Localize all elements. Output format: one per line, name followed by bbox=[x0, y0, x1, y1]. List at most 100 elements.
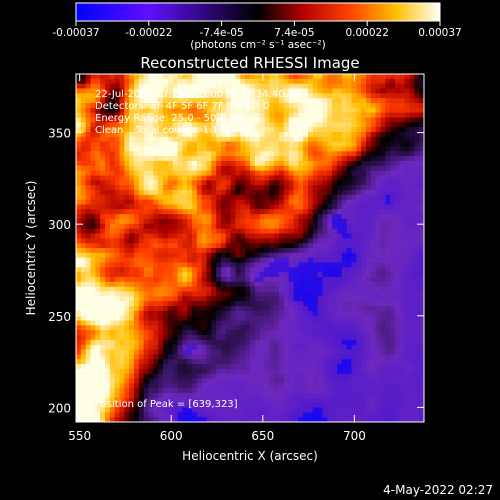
heatmap-pixel bbox=[148, 156, 154, 162]
heatmap-pixel bbox=[375, 190, 381, 196]
heatmap-pixel bbox=[390, 185, 396, 191]
heatmap-pixel bbox=[312, 209, 318, 215]
heatmap-pixel bbox=[235, 156, 241, 162]
heatmap-pixel bbox=[341, 281, 347, 287]
heatmap-pixel bbox=[341, 127, 347, 133]
heatmap-pixel bbox=[404, 257, 410, 263]
heatmap-pixel bbox=[351, 112, 357, 118]
heatmap-pixel bbox=[298, 277, 304, 283]
heatmap-pixel bbox=[327, 214, 333, 220]
heatmap-pixel bbox=[148, 107, 154, 113]
heatmap-pixel bbox=[399, 248, 405, 254]
heatmap-pixel bbox=[346, 339, 352, 345]
heatmap-pixel bbox=[134, 175, 140, 181]
heatmap-pixel bbox=[254, 132, 260, 138]
heatmap-pixel bbox=[225, 301, 231, 307]
heatmap-pixel bbox=[105, 112, 111, 118]
heatmap-pixel bbox=[167, 219, 173, 225]
heatmap-pixel bbox=[124, 378, 130, 384]
heatmap-pixel bbox=[153, 320, 159, 326]
heatmap-pixel bbox=[158, 185, 164, 191]
heatmap-pixel bbox=[250, 219, 256, 225]
heatmap-pixel bbox=[85, 373, 91, 379]
heatmap-pixel bbox=[177, 122, 183, 128]
heatmap-pixel bbox=[312, 397, 318, 403]
heatmap-pixel bbox=[264, 156, 270, 162]
heatmap-pixel bbox=[182, 368, 188, 374]
heatmap-pixel bbox=[230, 228, 236, 234]
heatmap-pixel bbox=[327, 296, 333, 302]
heatmap-pixel bbox=[288, 277, 294, 283]
heatmap-pixel bbox=[317, 204, 323, 210]
heatmap-pixel bbox=[76, 257, 82, 263]
heatmap-pixel bbox=[240, 228, 246, 234]
heatmap-pixel bbox=[225, 262, 231, 268]
heatmap-pixel bbox=[337, 88, 343, 94]
heatmap-pixel bbox=[225, 378, 231, 384]
heatmap-pixel bbox=[250, 233, 256, 239]
heatmap-pixel bbox=[385, 223, 391, 229]
heatmap-pixel bbox=[148, 359, 154, 365]
heatmap-pixel bbox=[250, 388, 256, 394]
heatmap-pixel bbox=[143, 335, 149, 341]
heatmap-pixel bbox=[134, 373, 140, 379]
heatmap-pixel bbox=[322, 146, 328, 152]
heatmap-pixel bbox=[390, 141, 396, 147]
heatmap-pixel bbox=[148, 243, 154, 249]
heatmap-pixel bbox=[366, 262, 372, 268]
heatmap-pixel bbox=[225, 175, 231, 181]
heatmap-pixel bbox=[404, 136, 410, 142]
heatmap-pixel bbox=[356, 383, 362, 389]
heatmap-pixel bbox=[274, 194, 280, 200]
heatmap-pixel bbox=[380, 185, 386, 191]
heatmap-pixel bbox=[274, 359, 280, 365]
heatmap-pixel bbox=[361, 88, 367, 94]
heatmap-pixel bbox=[346, 78, 352, 84]
heatmap-pixel bbox=[100, 107, 106, 113]
heatmap-pixel bbox=[80, 214, 86, 220]
heatmap-pixel bbox=[341, 141, 347, 147]
heatmap-pixel bbox=[419, 339, 424, 345]
heatmap-pixel bbox=[240, 364, 246, 370]
heatmap-pixel bbox=[196, 281, 202, 287]
heatmap-pixel bbox=[211, 204, 217, 210]
heatmap-pixel bbox=[385, 383, 391, 389]
heatmap-pixel bbox=[366, 233, 372, 239]
heatmap-pixel bbox=[419, 175, 424, 181]
heatmap-pixel bbox=[138, 257, 144, 263]
heatmap-pixel bbox=[346, 277, 352, 283]
heatmap-pixel bbox=[274, 238, 280, 244]
heatmap-pixel bbox=[414, 315, 420, 321]
heatmap-pixel bbox=[187, 175, 193, 181]
heatmap-pixel bbox=[172, 306, 178, 312]
heatmap-pixel bbox=[395, 74, 401, 80]
heatmap-pixel bbox=[419, 310, 424, 316]
heatmap-pixel bbox=[225, 286, 231, 292]
heatmap-pixel bbox=[109, 199, 115, 205]
heatmap-pixel bbox=[288, 388, 294, 394]
heatmap-pixel bbox=[283, 267, 289, 273]
heatmap-pixel bbox=[206, 344, 212, 350]
heatmap-pixel bbox=[240, 291, 246, 297]
heatmap-pixel bbox=[390, 267, 396, 273]
heatmap-pixel bbox=[279, 393, 285, 399]
heatmap-pixel bbox=[187, 277, 193, 283]
heatmap-pixel bbox=[90, 252, 96, 258]
heatmap-pixel bbox=[105, 262, 111, 268]
heatmap-pixel bbox=[80, 257, 86, 263]
heatmap-pixel bbox=[134, 330, 140, 336]
heatmap-pixel bbox=[230, 388, 236, 394]
heatmap-pixel bbox=[114, 185, 120, 191]
heatmap-pixel bbox=[269, 277, 275, 283]
heatmap-pixel bbox=[245, 402, 251, 408]
heatmap-pixel bbox=[90, 330, 96, 336]
heatmap-pixel bbox=[80, 199, 86, 205]
heatmap-pixel bbox=[332, 315, 338, 321]
heatmap-pixel bbox=[192, 262, 198, 268]
heatmap-pixel bbox=[409, 199, 415, 205]
heatmap-pixel bbox=[230, 223, 236, 229]
heatmap-pixel bbox=[327, 175, 333, 181]
heatmap-pixel bbox=[298, 248, 304, 254]
heatmap-pixel bbox=[216, 219, 222, 225]
heatmap-pixel bbox=[90, 339, 96, 345]
